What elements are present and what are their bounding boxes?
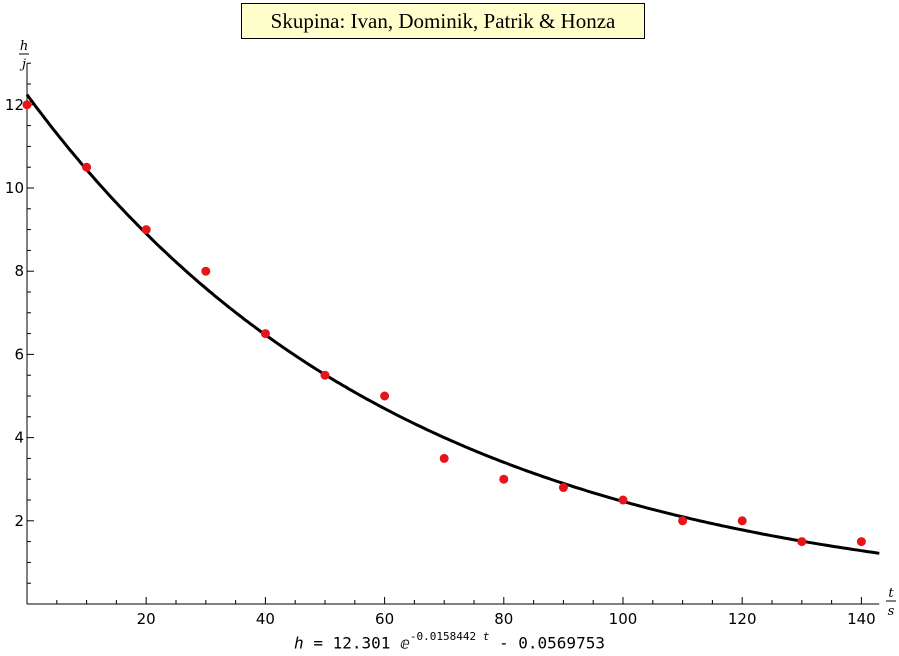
data-point — [797, 537, 807, 547]
data-point — [141, 225, 151, 235]
data-point — [618, 495, 628, 505]
data-points-layer — [22, 100, 866, 547]
x-tick-label: 120 — [728, 610, 757, 628]
data-point — [558, 483, 568, 493]
y-tick-label: 6 — [14, 345, 24, 363]
formula-base: ⅇ — [400, 633, 410, 653]
y-axis-label-den: j — [19, 57, 26, 72]
x-tick-label: 40 — [256, 610, 275, 628]
data-point — [678, 516, 688, 526]
formula-tail: - 0.0569753 — [499, 633, 605, 653]
data-point — [499, 474, 509, 484]
axis-labels-layer: 20 40 60 80 100 120 140 2 4 6 8 10 12 hj ts — [5, 39, 896, 628]
x-tick-label: 80 — [494, 610, 513, 628]
data-point — [201, 266, 211, 276]
data-point — [82, 162, 92, 172]
formula-eq: = — [313, 633, 323, 653]
formula-exp-var: t — [482, 630, 490, 643]
x-tick-label: 140 — [847, 610, 876, 628]
fit-curve-layer — [25, 93, 880, 555]
fit-curve — [25, 93, 880, 555]
data-point — [737, 516, 747, 526]
x-tick-label: 100 — [609, 610, 638, 628]
data-point — [380, 391, 390, 401]
y-tick-label: 8 — [14, 262, 24, 280]
formula-lhs: h — [294, 633, 304, 653]
y-tick-label: 2 — [14, 512, 24, 530]
chart-title: Skupina: Ivan, Dominik, Patrik & Honza — [241, 3, 645, 39]
formula-exp-num: -0.0158442 — [409, 630, 477, 643]
y-tick-label: 4 — [14, 429, 24, 447]
data-point — [856, 537, 866, 547]
x-tick-label: 60 — [375, 610, 394, 628]
data-point — [320, 370, 330, 380]
y-tick-label: 12 — [5, 96, 24, 114]
formula-coef: 12.301 — [332, 633, 391, 653]
data-point — [22, 100, 32, 110]
y-axis-label-num: h — [20, 39, 28, 54]
y-tick-label: 10 — [5, 179, 24, 197]
data-point — [439, 453, 449, 463]
formula-exponent: -0.0158442 t — [410, 630, 489, 643]
x-axis-label-num: t — [888, 586, 894, 601]
axes — [26, 62, 880, 605]
y-axis-label: hj — [19, 39, 29, 72]
fit-formula: h = 12.301 ⅇ-0.0158442 t - 0.0569753 — [0, 630, 899, 653]
x-axis-label-den: s — [888, 604, 895, 619]
x-tick-label: 20 — [137, 610, 156, 628]
data-point — [260, 329, 270, 339]
x-axis-label: ts — [886, 586, 896, 619]
